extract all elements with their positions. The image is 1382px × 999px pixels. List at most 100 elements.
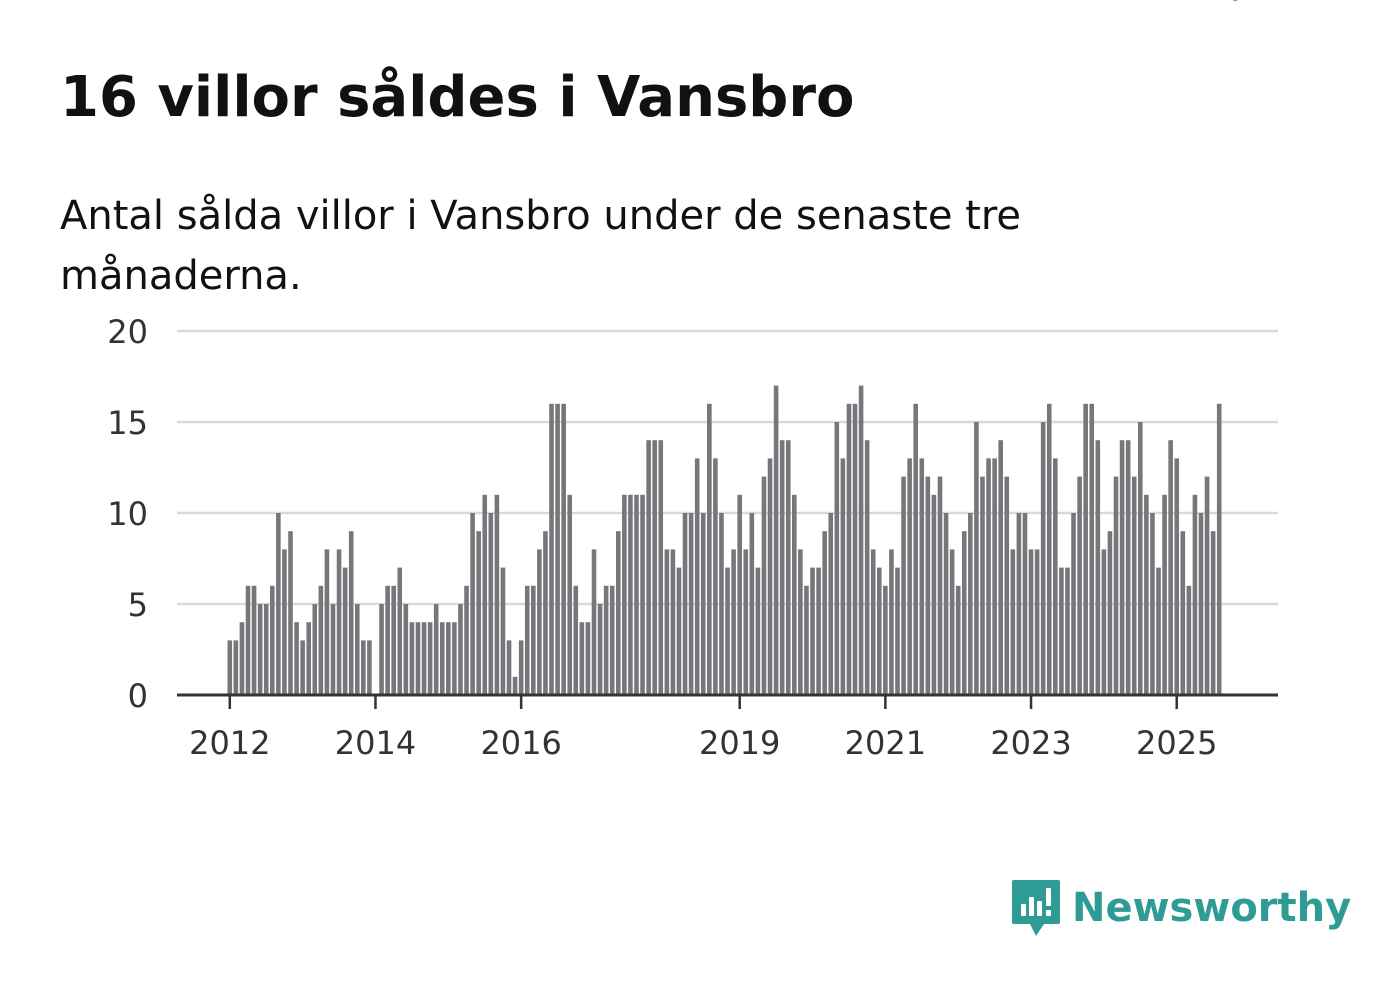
bar — [452, 622, 457, 695]
bar — [555, 403, 560, 695]
bar — [961, 531, 967, 695]
bar — [919, 458, 925, 695]
bar — [269, 585, 275, 695]
bar — [1180, 531, 1186, 695]
annotations: 16 — [1206, 0, 1244, 8]
bar — [1010, 549, 1016, 695]
bar — [1119, 440, 1125, 695]
bar — [731, 549, 736, 695]
bar — [1083, 403, 1088, 695]
bar — [1016, 513, 1022, 695]
bar — [294, 622, 299, 695]
bar — [913, 403, 919, 695]
bar — [1192, 494, 1198, 695]
bar — [433, 604, 439, 695]
bar — [646, 440, 651, 695]
bar — [543, 531, 548, 695]
bar — [379, 604, 384, 695]
newsworthy-logo-text: Newsworthy — [1072, 885, 1352, 931]
bar — [1095, 440, 1101, 695]
bar — [925, 476, 931, 695]
bar — [367, 640, 372, 695]
bar — [488, 513, 494, 695]
bar — [288, 531, 293, 695]
x-tick-label: 2025 — [1136, 724, 1217, 762]
x-tick-label: 2012 — [189, 724, 270, 762]
bar — [725, 567, 730, 695]
bar — [1046, 403, 1052, 695]
bar — [615, 531, 621, 695]
bar — [567, 494, 573, 695]
bar — [312, 604, 318, 695]
bar — [306, 622, 312, 695]
bar — [804, 585, 809, 695]
bar — [1150, 513, 1155, 695]
bar — [622, 494, 627, 695]
bar — [907, 458, 912, 695]
bar — [670, 549, 676, 695]
bar — [1204, 476, 1210, 695]
bar — [664, 549, 670, 695]
bar — [889, 549, 894, 695]
bar — [482, 494, 488, 695]
bar — [1198, 513, 1204, 695]
bar — [415, 622, 421, 695]
bar — [494, 494, 500, 695]
bar — [895, 567, 900, 695]
bar — [609, 585, 615, 695]
bar — [476, 531, 481, 695]
bar — [931, 494, 937, 695]
bar — [391, 585, 396, 695]
newsworthy-logo: Newsworthy — [1010, 878, 1351, 938]
bar — [579, 622, 585, 695]
bar — [876, 567, 882, 695]
bar — [937, 476, 943, 695]
bar — [257, 604, 263, 695]
x-axis: 2012 2014 2016 2019 2021 2023 2025 — [189, 695, 1217, 762]
bar — [1053, 458, 1058, 695]
bar — [955, 585, 961, 695]
bar — [470, 513, 475, 695]
newsworthy-logo-icon — [1012, 880, 1060, 936]
bar — [992, 458, 997, 695]
bar — [282, 549, 287, 695]
bar — [852, 403, 858, 695]
bar — [980, 476, 985, 695]
bar — [1107, 531, 1113, 695]
bar — [1156, 567, 1161, 695]
bar — [1144, 494, 1149, 695]
bar — [506, 640, 512, 695]
bar — [773, 385, 779, 695]
bar — [1071, 513, 1076, 695]
bar — [1131, 476, 1137, 695]
bar — [968, 513, 973, 695]
bar — [767, 458, 773, 695]
bar — [986, 458, 991, 695]
bar — [531, 585, 536, 695]
bar — [828, 513, 834, 695]
bar — [943, 513, 949, 695]
chart-subtitle: Antal sålda villor i Vansbro under de se… — [60, 193, 1021, 299]
y-tick-label: 10 — [107, 495, 148, 533]
bar — [324, 549, 330, 695]
bar — [1138, 422, 1143, 695]
bar — [1040, 422, 1046, 695]
bar — [974, 422, 979, 695]
bar — [421, 622, 427, 695]
bar — [864, 440, 870, 695]
bar — [743, 549, 749, 695]
bar — [652, 440, 657, 695]
bar — [500, 567, 506, 695]
bar — [397, 567, 403, 695]
bar — [792, 494, 797, 695]
bar — [1022, 513, 1028, 695]
bar — [537, 549, 542, 695]
bar — [518, 640, 524, 695]
bar — [300, 640, 305, 695]
bar — [749, 513, 755, 695]
bar — [1028, 549, 1034, 695]
x-tick-label: 2023 — [990, 724, 1071, 762]
y-tick-label: 15 — [107, 404, 148, 442]
bar — [640, 494, 645, 695]
bar — [354, 604, 360, 695]
